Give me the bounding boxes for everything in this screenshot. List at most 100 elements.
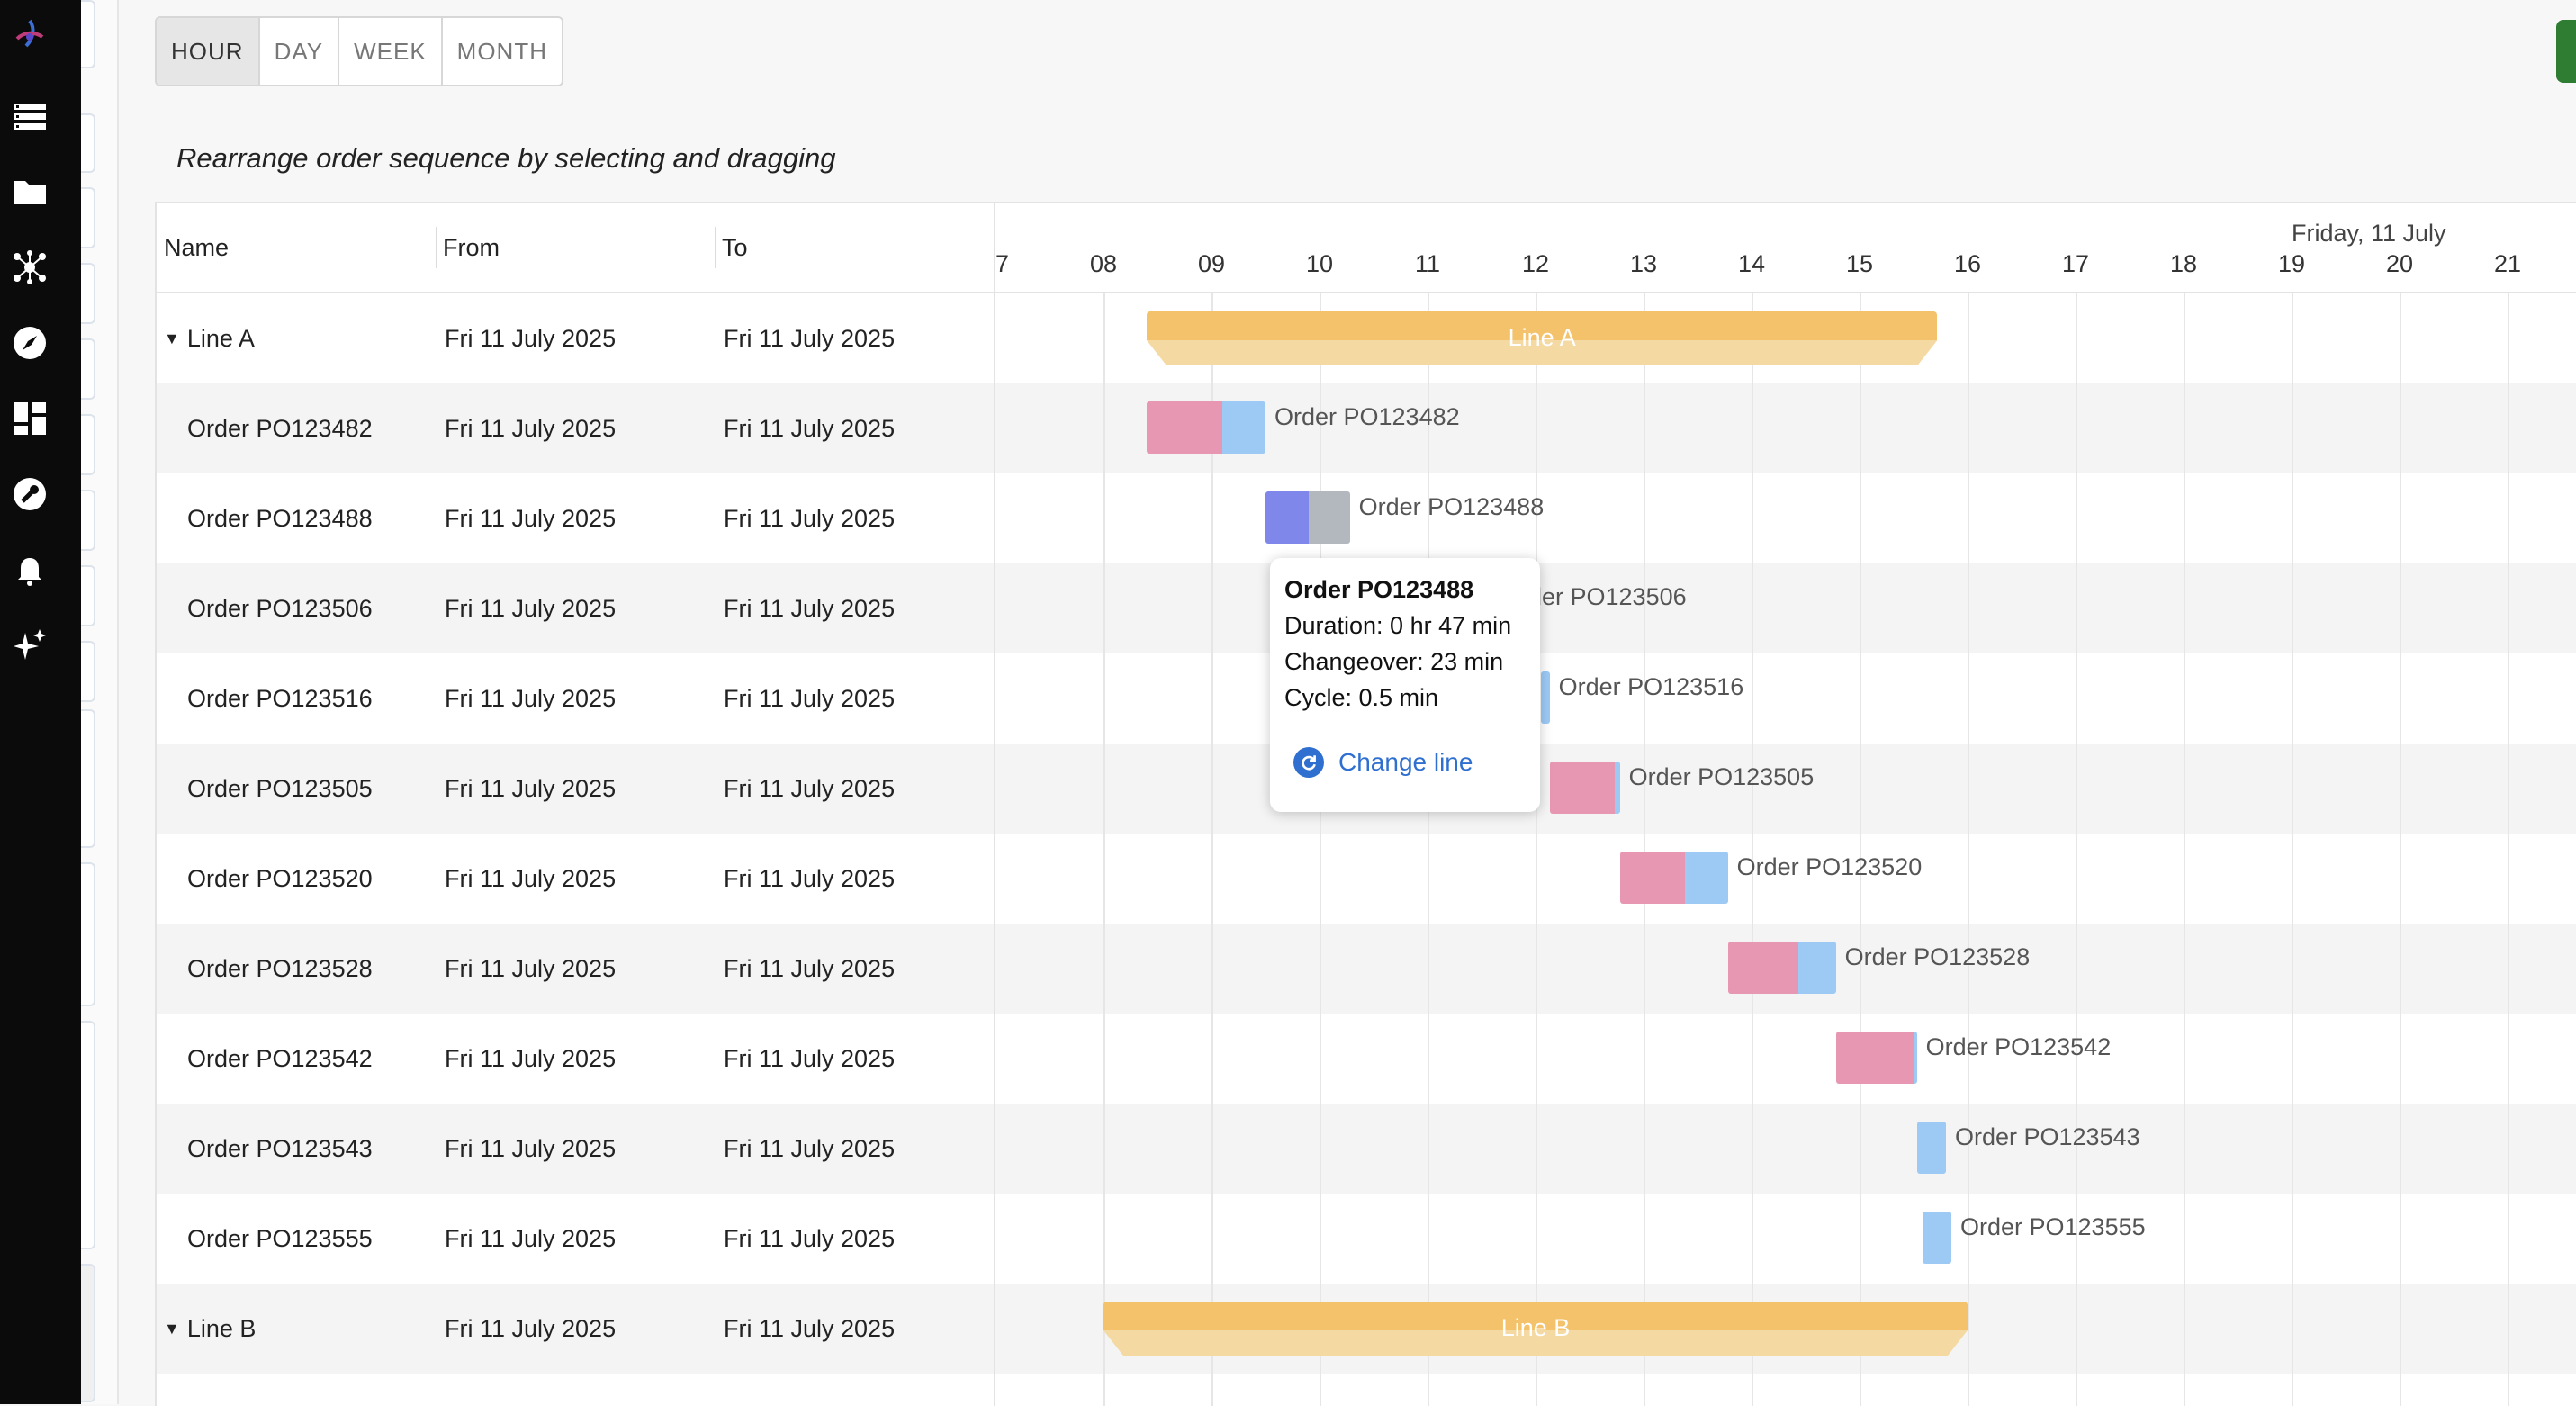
hour-tick-label: 10 [1305, 250, 1334, 277]
hour-gridline [2076, 293, 2077, 1406]
task-row[interactable]: Order PO123520 Fri 11 July 2025 Fri 11 J… [157, 834, 995, 924]
order-bar[interactable] [1147, 401, 1265, 454]
timeline-body: Line A Line B Order PO123482 Order PO123488… [995, 293, 2576, 1406]
view-week-button[interactable]: WEEK [339, 18, 443, 85]
hour-gridline [1103, 293, 1105, 1406]
order-bar[interactable] [1541, 671, 1550, 724]
view-hour-button[interactable]: HOUR [157, 18, 260, 85]
list-icon[interactable] [11, 97, 49, 135]
order-bar[interactable] [1619, 852, 1728, 904]
order-bar-segment [1309, 491, 1350, 544]
order-bar-label: Order PO123542 [1925, 1033, 2112, 1060]
folder-icon[interactable] [11, 173, 49, 211]
timeline-date: Friday, 11 July [2292, 220, 2446, 247]
order-bar[interactable] [1835, 1032, 1917, 1084]
column-separator[interactable] [436, 227, 437, 268]
line-summary-bar[interactable]: Line B [1103, 1302, 1968, 1356]
compass-icon[interactable] [11, 324, 49, 362]
timeline-row [995, 1104, 2576, 1194]
task-row[interactable]: Order PO123542 Fri 11 July 2025 Fri 11 J… [157, 1014, 995, 1104]
change-line-button[interactable]: Change line [1293, 747, 1473, 778]
tooltip-cycle: Cycle: 0.5 min [1284, 684, 1439, 711]
task-row[interactable]: Order PO123505 Fri 11 July 2025 Fri 11 J… [157, 744, 995, 834]
order-bar[interactable] [1922, 1212, 1951, 1264]
group-row[interactable]: ▼ Line A Fri 11 July 2025 Fri 11 July 202… [157, 293, 995, 383]
panel-fragment [81, 338, 95, 400]
to-cell: Fri 11 July 2025 [724, 775, 896, 802]
tooltip-changeover: Changeover: 23 min [1284, 648, 1504, 675]
order-bar-label: Order PO123516 [1558, 673, 1744, 700]
dashboard-icon[interactable] [11, 400, 49, 437]
name-cell: Order PO123488 [187, 505, 373, 532]
hour-gridline [1536, 293, 1537, 1406]
logo-icon[interactable] [11, 16, 49, 54]
name-cell: Order PO123542 [187, 1045, 373, 1072]
to-cell: Fri 11 July 2025 [724, 1135, 896, 1162]
view-day-button[interactable]: DAY [260, 18, 340, 85]
name-cell: Order PO123528 [187, 955, 373, 982]
network-icon[interactable] [11, 248, 49, 286]
task-row[interactable]: Order PO123506 Fri 11 July 2025 Fri 11 J… [157, 563, 995, 653]
panel-fragment [81, 263, 95, 324]
from-cell: Fri 11 July 2025 [445, 955, 617, 982]
hour-gridline [1428, 293, 1429, 1406]
timeline-header: Friday, 11 July 7 08 09 10 11 12 13 14 15 16 17 18 1… [995, 203, 2576, 293]
timeline-row [995, 563, 2576, 653]
collapse-toggle-icon[interactable]: ▼ [164, 329, 180, 347]
name-cell: Order PO123505 [187, 775, 373, 802]
hour-tick-label: 15 [1845, 250, 1874, 277]
from-cell: Fri 11 July 2025 [445, 1315, 617, 1342]
view-month-button[interactable]: MONTH [456, 37, 547, 65]
order-bar-segment [1797, 942, 1836, 994]
to-cell: Fri 11 July 2025 [724, 505, 896, 532]
task-row[interactable]: Order PO123488 Fri 11 July 2025 Fri 11 J… [157, 473, 995, 563]
column-to-header[interactable]: To [722, 234, 748, 261]
order-bar[interactable] [1727, 942, 1836, 994]
hour-gridline [1860, 293, 1861, 1406]
from-cell: Fri 11 July 2025 [445, 685, 617, 712]
from-cell: Fri 11 July 2025 [445, 325, 617, 352]
bell-icon[interactable] [11, 551, 49, 589]
hour-tick-label: 7 [995, 250, 1010, 277]
task-row[interactable]: Order PO123482 Fri 11 July 2025 Fri 11 J… [157, 383, 995, 473]
primary-action-button[interactable] [2556, 20, 2576, 83]
group-name: Line B [186, 1315, 257, 1342]
to-cell: Fri 11 July 2025 [724, 865, 896, 892]
order-bar[interactable] [1549, 762, 1620, 814]
column-separator[interactable] [715, 227, 716, 268]
tooltip-title: Order PO123488 [1284, 576, 1474, 603]
task-row[interactable] [157, 1374, 995, 1406]
name-cell: ▼ Line B [164, 1284, 256, 1374]
order-bar-label: Order PO123555 [1960, 1213, 2146, 1240]
tooltip-duration: Duration: 0 hr 47 min [1284, 612, 1512, 639]
to-cell: Fri 11 July 2025 [724, 415, 896, 442]
order-bar[interactable] [1916, 1122, 1946, 1174]
hour-gridline [1644, 293, 1645, 1406]
hour-gridline [1968, 293, 1969, 1406]
group-row[interactable]: ▼ Line B Fri 11 July 2025 Fri 11 July 202… [157, 1284, 995, 1374]
order-bar-label: Order PO123505 [1628, 763, 1815, 790]
task-row[interactable]: Order PO123528 Fri 11 July 2025 Fri 11 J… [157, 924, 995, 1014]
group-name: Line A [186, 325, 255, 352]
column-from-header[interactable]: From [443, 234, 500, 261]
line-summary-bar[interactable]: Line A [1147, 311, 1938, 365]
panel-fragment [81, 1021, 95, 1249]
task-row[interactable]: Order PO123543 Fri 11 July 2025 Fri 11 J… [157, 1104, 995, 1194]
panel-fragment [81, 862, 95, 1006]
order-bar[interactable] [1265, 491, 1350, 544]
hour-tick-label: 08 [1089, 250, 1118, 277]
from-cell: Fri 11 July 2025 [445, 1135, 617, 1162]
collapse-toggle-icon[interactable]: ▼ [164, 1320, 180, 1338]
order-bar-label: Order PO123543 [1955, 1123, 2140, 1150]
hour-tick-label: 18 [2169, 250, 2198, 277]
sparkle-icon[interactable] [11, 626, 49, 664]
wrench-icon[interactable] [11, 475, 49, 513]
order-bar-segment [1684, 852, 1728, 904]
task-row[interactable]: Order PO123555 Fri 11 July 2025 Fri 11 J… [157, 1194, 995, 1284]
task-row[interactable]: Order PO123516 Fri 11 July 2025 Fri 11 J… [157, 653, 995, 744]
column-name-header[interactable]: Name [164, 234, 230, 261]
grid-header: Name From To [157, 203, 995, 293]
to-cell: Fri 11 July 2025 [724, 685, 896, 712]
grid-chart-resizer[interactable] [994, 203, 995, 1406]
order-bar-segment [1147, 401, 1222, 454]
